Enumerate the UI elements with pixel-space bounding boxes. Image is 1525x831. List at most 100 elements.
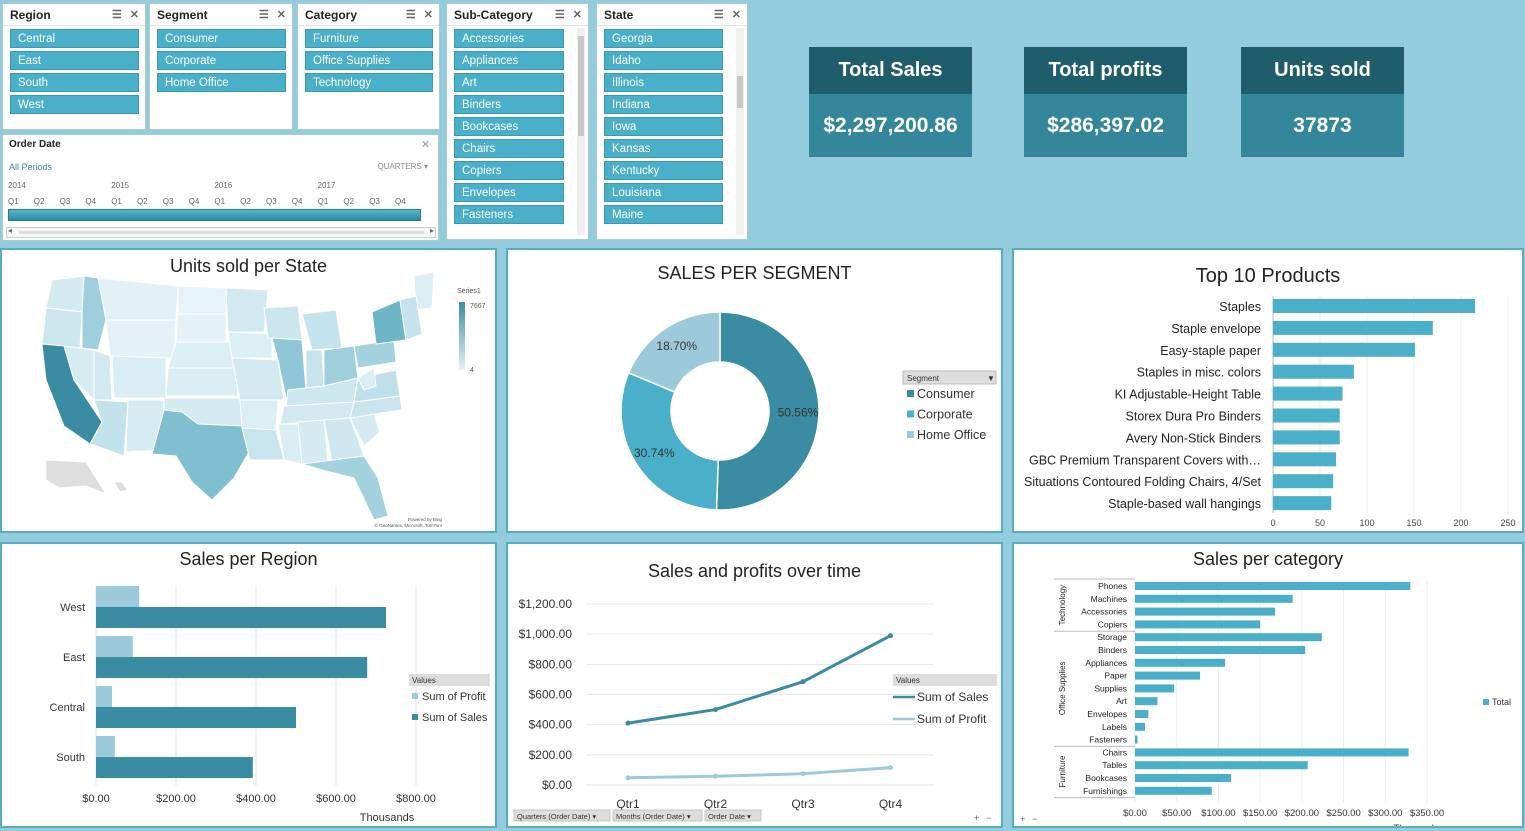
clear-filter-icon[interactable]: ✕ bbox=[420, 139, 430, 151]
scroll-thumb[interactable] bbox=[737, 76, 743, 108]
clear-filter-icon[interactable]: ✕ bbox=[423, 9, 433, 21]
slicer-item[interactable]: Indiana bbox=[604, 95, 723, 114]
slicer-item[interactable]: Georgia bbox=[604, 29, 723, 48]
multi-select-icon[interactable]: ☰ bbox=[258, 9, 269, 21]
timeline-year: 2014 bbox=[8, 181, 26, 190]
multi-select-icon[interactable]: ☰ bbox=[405, 9, 416, 21]
scroll-right-icon[interactable]: ▸ bbox=[429, 226, 434, 235]
data-point bbox=[888, 765, 893, 771]
category-bar bbox=[1135, 722, 1146, 731]
timeline-quarter[interactable]: Q4 bbox=[291, 197, 303, 206]
clear-filter-icon[interactable]: ✕ bbox=[276, 9, 286, 21]
slicer-item[interactable]: Idaho bbox=[604, 51, 723, 70]
timeline-quarter[interactable]: Q3 bbox=[162, 197, 174, 206]
timeline-quarter[interactable]: Q3 bbox=[266, 197, 277, 206]
timeline-quarter[interactable]: Q4 bbox=[395, 197, 406, 206]
category-bar bbox=[1135, 671, 1201, 680]
scroll-left-icon[interactable]: ◂ bbox=[8, 226, 13, 235]
top-products-chart: 0 50 100 150 200 250 Staples Staple envelope Eas… bbox=[1024, 296, 1516, 528]
multi-select-icon[interactable]: ☰ bbox=[111, 9, 122, 21]
x-tick-label: $0.00 bbox=[82, 793, 110, 805]
series-line bbox=[627, 766, 891, 780]
x-tick-label: $300.00 bbox=[1368, 808, 1402, 819]
donut-slice bbox=[627, 311, 721, 394]
slice-label: 18.70% bbox=[656, 339, 697, 353]
clear-filter-icon[interactable]: ✕ bbox=[572, 9, 582, 21]
state-slicer: State ☰ ✕ Georgia Idaho Illinois Indiana Iowa K… bbox=[596, 3, 748, 240]
slicer-item[interactable]: Copiers bbox=[454, 161, 564, 180]
slicer-item[interactable]: Consumer bbox=[157, 29, 286, 48]
segment-slicer-title: Segment bbox=[157, 7, 208, 22]
x-tick-label: $200.00 bbox=[156, 793, 196, 805]
legend-title: Values bbox=[412, 676, 436, 685]
timeline-quarter[interactable]: Q2 bbox=[240, 197, 251, 206]
map-panel[interactable]: Units sold per State bbox=[0, 248, 497, 533]
clear-filter-icon[interactable]: ✕ bbox=[731, 9, 741, 21]
slicer-item[interactable]: Maine bbox=[604, 205, 723, 224]
slicer-item[interactable]: Art bbox=[454, 73, 564, 92]
slicer-item[interactable]: Corporate bbox=[157, 51, 286, 70]
kpi-title: Units sold bbox=[1241, 47, 1404, 94]
state-scrollbar[interactable] bbox=[736, 28, 744, 235]
category-chart-panel[interactable]: Sales per category $0.00 $50.00 $100.00 $15… bbox=[1012, 542, 1524, 828]
slicer-item[interactable]: Furniture bbox=[305, 29, 433, 48]
slicer-item[interactable]: Iowa bbox=[604, 117, 723, 136]
multi-select-icon[interactable]: ☰ bbox=[713, 9, 724, 21]
segment-chart-panel[interactable]: SALES PER SEGMENT 50.56% 30.74% 18.70% Segm… bbox=[506, 248, 1003, 533]
slicer-item[interactable]: Kansas bbox=[604, 139, 723, 158]
timeline-quarter[interactable]: Q3 bbox=[369, 197, 380, 206]
state-pa bbox=[353, 339, 397, 369]
timeline-quarter[interactable]: Q4 bbox=[188, 197, 200, 206]
slicer-item[interactable]: Fasteners bbox=[454, 205, 564, 224]
timeline-quarter[interactable]: Q1 bbox=[214, 197, 226, 206]
category-bar bbox=[1135, 633, 1322, 642]
clear-filter-icon[interactable]: ✕ bbox=[129, 9, 139, 21]
slicer-item[interactable]: Accessories bbox=[454, 29, 564, 48]
timeline-quarter[interactable]: Q1 bbox=[8, 197, 19, 206]
slicer-item[interactable]: Central bbox=[10, 29, 139, 48]
time-chart-panel[interactable]: Sales and profits over time $0.00 $200.00… bbox=[506, 542, 1003, 828]
slicer-item[interactable]: Kentucky bbox=[604, 161, 723, 180]
slicer-item[interactable]: Bookcases bbox=[454, 117, 564, 136]
product-label: Staple-based wall hangings bbox=[1108, 497, 1261, 511]
subcategory-scrollbar[interactable] bbox=[577, 28, 585, 235]
slicer-item[interactable]: Office Supplies bbox=[305, 51, 433, 70]
map-credit-bing: Powered by Bing bbox=[408, 517, 443, 522]
timeline-quarter[interactable]: Q2 bbox=[33, 197, 45, 206]
slicer-item[interactable]: Appliances bbox=[454, 51, 564, 70]
region-chart-panel[interactable]: Sales per Region $0.00 $200.00 $400.00 $600… bbox=[0, 542, 497, 828]
expand-icon: + bbox=[1020, 814, 1025, 824]
y-tick-label: $200.00 bbox=[529, 748, 573, 762]
top-products-panel[interactable]: Top 10 Products 0 50 100 150 200 250 Staples St… bbox=[1012, 248, 1524, 533]
multi-select-icon[interactable]: ☰ bbox=[554, 9, 565, 21]
slicer-item[interactable]: Louisiana bbox=[604, 183, 723, 202]
timeline-quarter[interactable]: Q1 bbox=[111, 197, 122, 206]
scroll-thumb[interactable] bbox=[578, 36, 584, 136]
slicer-item[interactable]: Home Office bbox=[157, 73, 286, 92]
timeline-quarter[interactable]: Q2 bbox=[137, 197, 148, 206]
slicer-item[interactable]: South bbox=[10, 73, 139, 92]
region-bar bbox=[96, 736, 115, 757]
slicer-item[interactable]: Binders bbox=[454, 95, 564, 114]
timeline-quarter[interactable]: Q3 bbox=[59, 197, 71, 206]
slicer-item[interactable]: East bbox=[10, 51, 139, 70]
state-va bbox=[353, 369, 401, 403]
slicer-item[interactable]: West bbox=[10, 95, 139, 114]
category-bar bbox=[1135, 697, 1158, 706]
timeline-quarter[interactable]: Q1 bbox=[317, 197, 329, 206]
sales-profit-line-chart: $0.00 $200.00 $400.00 $600.00 $800.00 $1,000.… bbox=[513, 597, 997, 823]
slicer-item[interactable]: Envelopes bbox=[454, 183, 564, 202]
scroll-track[interactable] bbox=[19, 231, 424, 234]
x-tick-label: $400.00 bbox=[236, 793, 276, 805]
slicer-item[interactable]: Chairs bbox=[454, 139, 564, 158]
state-ne bbox=[167, 341, 237, 369]
timeline-level-dropdown[interactable]: QUARTERS ▾ bbox=[377, 162, 428, 171]
timeline-scrollbar[interactable]: ◂ ▸ bbox=[6, 226, 436, 238]
timeline-quarter[interactable]: Q4 bbox=[85, 197, 97, 206]
timeline-selection-bar[interactable] bbox=[8, 209, 421, 221]
slicer-item[interactable]: Technology bbox=[305, 73, 433, 92]
slicer-item[interactable]: Illinois bbox=[604, 73, 723, 92]
legend-title: Segment bbox=[907, 374, 940, 383]
category-bar bbox=[1135, 582, 1411, 590]
timeline-quarter[interactable]: Q2 bbox=[343, 197, 355, 206]
